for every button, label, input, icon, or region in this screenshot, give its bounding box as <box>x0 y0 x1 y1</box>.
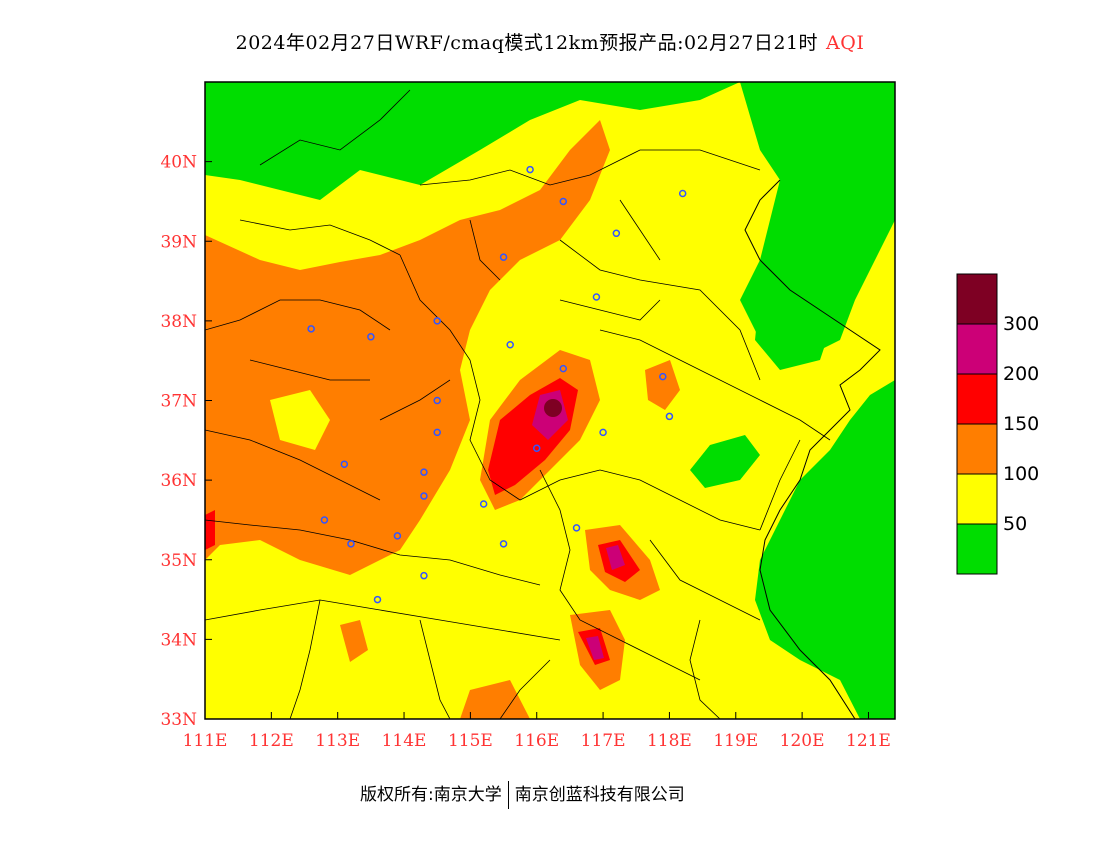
title-variable: AQI <box>826 32 865 54</box>
city-marker <box>340 460 349 468</box>
company-text: 南京创蓝科技有限公司 <box>514 785 685 805</box>
lon-tick-label: 118E <box>647 731 692 751</box>
lon-tick-label: 120E <box>780 731 825 751</box>
lon-tick-label: 121E <box>846 731 891 751</box>
lon-tick-label: 116E <box>514 731 559 751</box>
city-marker <box>347 540 355 548</box>
lat-tick-label: 36N <box>160 471 197 491</box>
lon-tick-label: 117E <box>581 731 626 751</box>
city-marker <box>433 396 441 405</box>
lon-tick-label: 119E <box>713 731 758 751</box>
legend-label: 50 <box>1003 513 1027 535</box>
lon-tick-label: 114E <box>382 731 427 751</box>
good-aqi-region-northeast <box>740 82 895 360</box>
lat-tick-label: 34N <box>160 630 197 650</box>
city-marker <box>572 524 581 532</box>
lon-tick-label: 115E <box>448 731 493 751</box>
legend-label: 300 <box>1003 313 1039 335</box>
sensitive-aqi-region-henan <box>460 680 530 719</box>
city-marker <box>420 571 428 580</box>
city-marker <box>506 341 514 349</box>
city-marker <box>532 444 541 453</box>
sensitive-aqi-region-shandong <box>645 360 680 410</box>
copyright-text: 版权所有:南京大学 <box>360 785 502 805</box>
city-marker <box>373 595 382 604</box>
city-marker <box>499 540 508 548</box>
city-marker <box>307 325 315 333</box>
city-marker <box>420 492 428 500</box>
legend-label: 200 <box>1003 363 1039 385</box>
lon-tick-label: 111E <box>183 731 228 751</box>
lat-tick-label: 39N <box>160 232 197 252</box>
legend-swatch <box>956 273 998 325</box>
good-aqi-region-shandong <box>690 435 760 488</box>
city-marker <box>592 293 601 301</box>
moderate-aqi-pocket-hebei <box>500 280 560 330</box>
legend-label: 150 <box>1003 413 1039 435</box>
title-main: 2024年02月27日WRF/cmaq模式12km预报产品:02月27日21时 <box>235 32 819 54</box>
longitude-axis: 111E 112E 113E 114E 115E 116E 117E 118E 119E 120E… <box>183 712 891 751</box>
administrative-boundaries <box>205 89 831 719</box>
sensitive-aqi-region-main <box>205 120 610 575</box>
city-marker <box>393 532 402 540</box>
hazardous-aqi-hotspot <box>544 399 562 417</box>
map-title: 2024年02月27日WRF/cmaq模式12km预报产品:02月27日21时 A… <box>0 28 1100 55</box>
legend-label: 100 <box>1003 463 1039 485</box>
city-markers <box>307 165 687 604</box>
legend-swatch <box>956 373 998 425</box>
good-aqi-region-north <box>205 82 740 200</box>
latitude-axis: 33N 34N 35N 36N 37N 38N 39N 40N <box>160 153 212 730</box>
city-marker <box>659 372 667 381</box>
city-marker <box>367 333 375 341</box>
sensitive-aqi-region-west <box>340 620 368 662</box>
lat-tick-label: 38N <box>160 312 197 332</box>
city-marker <box>599 428 607 437</box>
city-marker <box>612 229 621 238</box>
legend-swatch <box>956 473 998 525</box>
city-marker <box>433 428 441 437</box>
aqi-legend: 300 200 150 100 50 <box>956 273 1039 575</box>
lat-tick-label: 40N <box>160 153 197 173</box>
city-marker <box>665 412 674 421</box>
lon-tick-label: 113E <box>315 731 360 751</box>
lon-tick-label: 112E <box>249 731 294 751</box>
legend-swatch <box>956 323 998 375</box>
city-marker <box>420 468 428 476</box>
very-unhealthy-aqi-region-anhui <box>586 636 604 660</box>
city-marker <box>559 364 568 373</box>
moderate-aqi-pocket-shanxi <box>270 390 330 450</box>
good-aqi-region-inland <box>755 290 830 370</box>
good-aqi-region-east <box>755 380 895 719</box>
footer-separator <box>507 781 509 809</box>
city-marker <box>678 189 687 198</box>
very-unhealthy-aqi-region-south <box>606 545 625 570</box>
footer: 版权所有:南京大学 南京创蓝科技有限公司 <box>360 780 685 809</box>
unhealthy-aqi-region-west <box>205 510 215 550</box>
lat-tick-label: 35N <box>160 551 197 571</box>
city-marker <box>433 317 441 325</box>
coastline <box>744 179 881 719</box>
legend-swatch <box>956 423 998 475</box>
lat-tick-label: 33N <box>160 710 197 730</box>
lat-tick-label: 37N <box>160 392 197 412</box>
aqi-map-plot <box>205 82 895 719</box>
city-marker <box>479 500 488 508</box>
city-marker <box>559 197 568 206</box>
city-marker <box>499 253 508 261</box>
city-marker <box>526 165 534 174</box>
city-marker <box>320 516 329 524</box>
legend-swatch <box>956 523 998 575</box>
